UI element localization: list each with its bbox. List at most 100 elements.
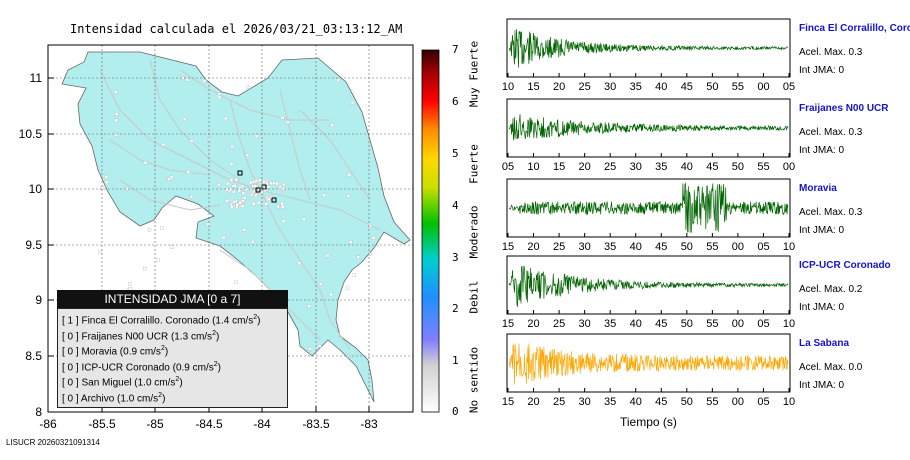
station-marker [266, 185, 271, 189]
station-marker [242, 196, 247, 200]
time-tick-label: 45 [706, 161, 718, 173]
station-marker [241, 191, 245, 195]
legend-close: ) [215, 330, 220, 342]
station-name: Moravia [799, 183, 837, 194]
int-jma: Int JMA: 0 [799, 302, 845, 313]
legend-level: [ 0 ] [62, 346, 79, 358]
station-marker [104, 175, 108, 179]
time-tick-label: 45 [655, 396, 667, 408]
time-tick-label: 10 [527, 161, 539, 173]
legend-station-text: Finca El Corralillo. Coronado (1.4 cm/s [78, 315, 254, 327]
time-tick-label: 15 [502, 318, 514, 330]
station-marker [253, 189, 257, 193]
time-tick-label: 30 [579, 396, 591, 408]
station-marker [226, 182, 230, 186]
time-tick-label: 55 [757, 161, 769, 173]
time-tick-label: 05 [757, 396, 769, 408]
time-tick-label: 50 [681, 241, 693, 253]
legend-station-text: Moravia (0.9 cm/s [78, 346, 161, 358]
station-marker [302, 217, 306, 221]
lon-tick-label: -84 [253, 417, 271, 431]
station-marker [297, 261, 302, 265]
legend-unit-sup: 2 [253, 314, 258, 321]
station-marker [238, 201, 242, 205]
time-tick-label: 35 [604, 396, 616, 408]
station-marker [240, 204, 245, 208]
station-marker [232, 200, 236, 204]
station-marker [167, 177, 171, 182]
time-tick-label: 15 [502, 241, 514, 253]
time-tick-label: 55 [706, 241, 718, 253]
time-tick-label: 50 [706, 81, 718, 93]
station-marker [228, 187, 233, 192]
station-marker [253, 184, 257, 188]
legend-title: INTENSIDAD JMA [0 a 7] [104, 292, 241, 306]
station-marker [128, 282, 132, 286]
station-marker [307, 304, 311, 308]
station-marker [98, 249, 102, 254]
legend-unit-sup: 2 [158, 391, 163, 399]
station-marker [308, 347, 312, 351]
station-marker [352, 273, 357, 277]
station-marker [322, 193, 326, 197]
legend-level: [ 0 ] [62, 361, 79, 373]
int-jma: Int JMA: 0 [799, 380, 845, 391]
time-tick-label: 05 [783, 81, 795, 93]
station-marker [160, 226, 164, 230]
colorbar-tick-label: 1 [452, 354, 459, 367]
station-marker [346, 194, 351, 198]
station-marker [156, 258, 160, 262]
station-marker [147, 228, 152, 232]
time-tick-label: 40 [630, 241, 642, 253]
time-tick-label: 40 [681, 161, 693, 173]
station-marker [186, 170, 190, 174]
time-tick-label: 20 [553, 81, 565, 93]
legend-level: [ 0 ] [62, 330, 79, 342]
acel-max: Acel. Max. 0.2 [799, 284, 863, 295]
lat-tick-label: 11 [30, 71, 43, 85]
time-tick-label: 40 [655, 81, 667, 93]
time-tick-label: 00 [732, 318, 744, 330]
station-marker [242, 227, 247, 232]
time-tick-label: 30 [630, 161, 642, 173]
waveform-panel-0: 10 15 20 25 30 35 40 45 50 55 00 05 [502, 18, 795, 93]
station-marker [245, 153, 249, 157]
station-marker [336, 78, 341, 82]
waveform-panel-2: 15 20 25 30 35 40 45 50 55 00 05 10 [502, 178, 795, 253]
station-marker [330, 123, 334, 127]
int-jma: Int JMA: 0 [799, 65, 845, 76]
station-marker [217, 182, 221, 187]
station-marker [244, 187, 248, 192]
station-marker [368, 224, 372, 228]
station-marker [356, 255, 361, 259]
station-marker [281, 219, 286, 223]
waveform-trace [508, 182, 789, 233]
colorbar-tick-label: 5 [452, 147, 459, 160]
time-tick-label: 45 [655, 318, 667, 330]
acel-max: Acel. Max. 0.3 [799, 127, 863, 138]
lat-tick-label: 10.5 [19, 127, 43, 141]
station-marker [230, 144, 234, 149]
station-marker [229, 162, 234, 166]
lon-tick-label: -85 [146, 417, 164, 431]
colorbar-tick-label: 4 [452, 199, 459, 212]
station-marker [329, 292, 333, 297]
time-tick-label: 20 [527, 241, 539, 253]
legend-box: [ 1 ] Finca El Corralillo. Coronado (1.4… [57, 308, 288, 408]
station-marker [272, 181, 276, 186]
station-marker [276, 204, 280, 209]
station-marker [325, 254, 330, 258]
footer-id: LISUCR 20260321091314 [6, 438, 100, 447]
legend-row: [ 1 ] Finca El Corralillo. Coronado (1.4… [62, 314, 260, 326]
time-tick-label: 20 [579, 161, 591, 173]
time-tick-label: 35 [655, 161, 667, 173]
legend-unit-sup: 2 [175, 376, 180, 383]
legend-row: [ 0 ] Fraijanes N00 UCR (1.3 cm/s2) [62, 330, 219, 342]
station-marker [104, 180, 109, 184]
acel-max: Acel. Max. 0.3 [799, 47, 863, 58]
legend-row: [ 0 ] Moravia (0.9 cm/s2) [62, 345, 168, 357]
time-tick-label: 00 [732, 241, 744, 253]
station-marker [225, 187, 229, 192]
legend-station-text: San Miguel (1.0 cm/s [78, 377, 176, 389]
